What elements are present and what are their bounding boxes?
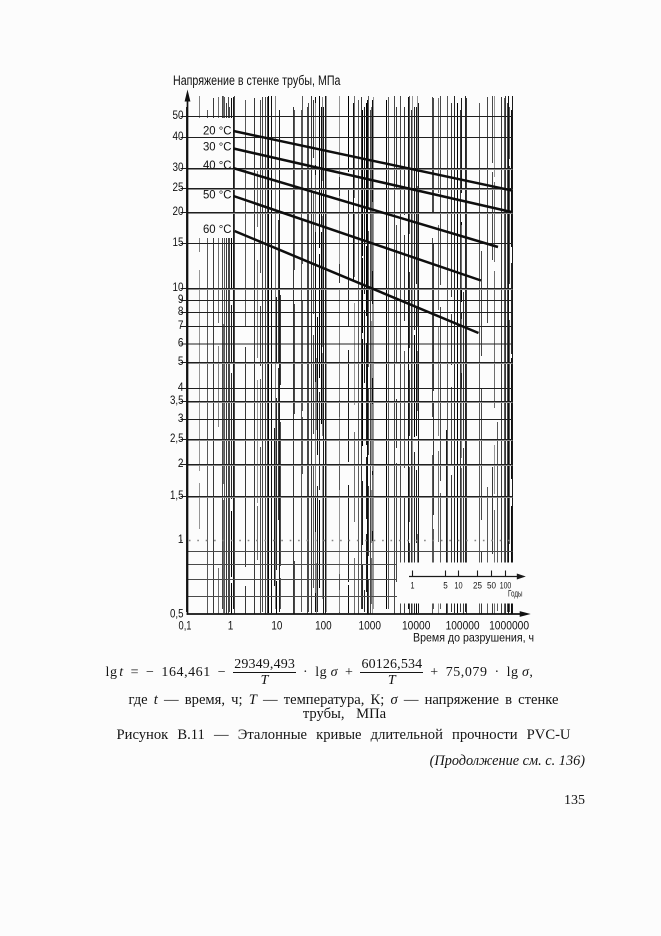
svg-text:3: 3 [178,411,184,425]
svg-text:30 °C: 30 °C [203,139,232,153]
svg-text:100: 100 [315,619,332,633]
svg-text:1: 1 [228,619,234,633]
svg-text:9: 9 [178,292,184,306]
svg-text:20 °C: 20 °C [203,123,232,137]
svg-text:1,5: 1,5 [170,488,184,502]
svg-text:10: 10 [173,280,184,294]
svg-text:1000: 1000 [359,619,382,633]
svg-text:5: 5 [443,581,448,591]
svg-text:5: 5 [178,354,184,368]
svg-text:1: 1 [178,532,184,546]
svg-text:25: 25 [473,581,482,591]
svg-text:1000000: 1000000 [489,619,529,633]
svg-text:10000: 10000 [402,619,431,633]
svg-text:50: 50 [173,108,184,122]
svg-text:8: 8 [178,304,184,318]
svg-text:6: 6 [178,336,184,350]
svg-text:40 °C: 40 °C [203,158,232,172]
svg-text:Годы: Годы [508,589,523,599]
svg-text:Время до разрушения, ч: Время до разрушения, ч [413,631,534,645]
svg-text:20: 20 [173,204,184,218]
svg-text:40: 40 [173,129,184,143]
svg-text:0,1: 0,1 [179,619,192,633]
svg-text:10: 10 [271,619,282,633]
svg-text:15: 15 [173,235,184,249]
svg-text:10: 10 [454,581,462,591]
svg-text:30: 30 [173,160,184,174]
svg-text:50: 50 [487,581,496,591]
svg-text:1: 1 [411,581,415,591]
svg-text:0,5: 0,5 [170,607,184,621]
svg-text:Напряжение в стенке трубы, МПа: Напряжение в стенке трубы, МПа [173,73,341,88]
svg-text:4: 4 [178,380,184,394]
svg-text:100: 100 [500,581,512,591]
svg-text:100000: 100000 [446,619,480,633]
svg-text:3,5: 3,5 [170,393,184,407]
svg-text:7: 7 [178,318,184,332]
svg-text:2: 2 [178,456,184,470]
svg-text:2,5: 2,5 [170,431,184,445]
svg-text:60 °C: 60 °C [203,222,232,236]
svg-text:50 °C: 50 °C [203,187,232,201]
svg-text:25: 25 [173,180,184,194]
